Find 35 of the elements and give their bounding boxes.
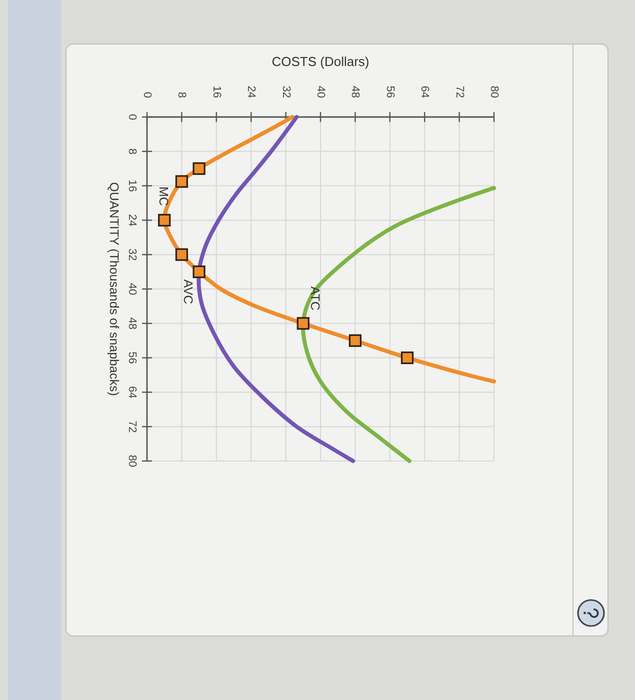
y-tick-label: 40 (126, 282, 138, 296)
point (175, 248, 188, 261)
x-tick-label: 16 (210, 86, 222, 98)
y-tick-label: 16 (126, 180, 138, 192)
y-tick-label: 64 (126, 386, 138, 398)
y-tick-label: 24 (126, 214, 138, 226)
text: AVC (181, 279, 196, 304)
y-tick-label: 56 (126, 352, 138, 364)
text: MC (156, 186, 170, 206)
y-tick-label: 8 (126, 148, 138, 154)
point (192, 162, 206, 175)
x-tick-label: 72 (453, 86, 466, 98)
y-tick-label: 0 (126, 114, 138, 120)
point (158, 214, 171, 226)
y-tick-label: 48 (126, 317, 138, 330)
y-tick-label: 32 (126, 248, 138, 261)
point (400, 352, 414, 364)
x-tick-label: 80 (488, 86, 500, 98)
point (175, 175, 188, 188)
x-tick-label: 0 (141, 92, 153, 98)
y-tick-label: 80 (126, 454, 138, 468)
x-tick-label: 8 (176, 92, 188, 98)
x-tick-label: 64 (418, 86, 431, 98)
x-tick-label: 24 (245, 86, 258, 98)
text: ATC (308, 286, 322, 310)
point (296, 317, 310, 330)
x-tick-label: 48 (349, 86, 362, 98)
x-tick-label: 56 (384, 86, 396, 98)
x-axis-title: COSTS (Dollars) (272, 54, 370, 68)
x-tick-label: 32 (280, 86, 292, 98)
point (192, 266, 206, 278)
y-tick-label: 72 (126, 420, 138, 433)
y-axis-title: QUANTITY (Thousands of snapbacks) (107, 182, 121, 396)
x-tick-label: 40 (314, 86, 326, 98)
point (348, 334, 362, 347)
